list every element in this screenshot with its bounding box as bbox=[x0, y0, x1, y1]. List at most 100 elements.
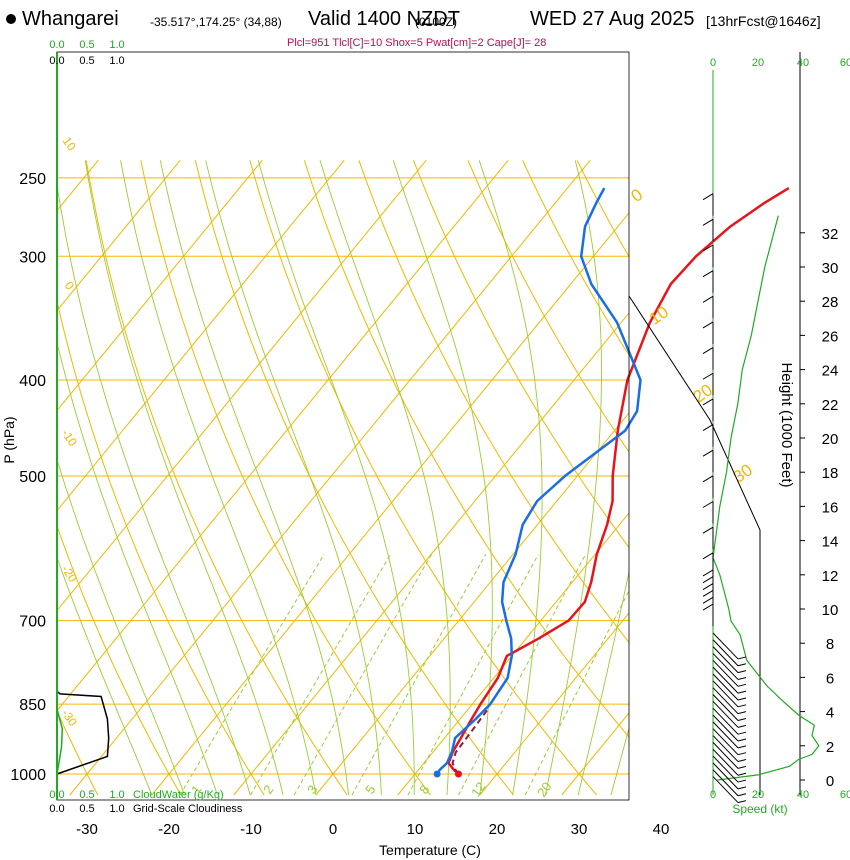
mixing-ratio-line bbox=[458, 554, 587, 796]
height-tick-label: 14 bbox=[822, 534, 839, 551]
moist-adiabat-label: 0 bbox=[62, 279, 77, 293]
wind-speed-tick-bottom: 20 bbox=[752, 789, 764, 801]
moist-adiabat-label: 10 bbox=[60, 134, 79, 153]
panel-boundary-line bbox=[628, 295, 761, 795]
pressure-tick-label: 1000 bbox=[10, 767, 46, 784]
wind-barb bbox=[712, 694, 739, 721]
mixing-ratio-label: 5 bbox=[362, 782, 378, 797]
moist-adiabat-line bbox=[577, 569, 629, 796]
height-tick-label: 26 bbox=[822, 328, 839, 345]
wind-barb-flag bbox=[702, 589, 714, 597]
wind-barb-flag bbox=[702, 270, 714, 278]
x-tick-label: 0 bbox=[329, 821, 337, 838]
height-tick-label: 28 bbox=[822, 294, 839, 311]
station-coordinates: -35.517°,174.25° (34,88) bbox=[150, 15, 282, 29]
pressure-tick-label: 500 bbox=[19, 469, 46, 486]
isotherm-line bbox=[69, 159, 591, 796]
isotherm-line bbox=[233, 312, 629, 796]
cloudiness-tick-bottom: 1.0 bbox=[109, 803, 124, 815]
surface-dewpoint-point bbox=[433, 770, 441, 778]
surface-temperature-point bbox=[454, 770, 462, 778]
wind-speed-label: Speed (kt) bbox=[732, 802, 787, 816]
wind-barb bbox=[712, 714, 739, 742]
wind-barb-flag bbox=[702, 424, 714, 431]
moist-adiabat-line bbox=[610, 726, 629, 796]
temperature-profile bbox=[447, 187, 790, 775]
x-axis-label: Temperature (C) bbox=[379, 842, 481, 858]
cloud-water-tick-bottom: 0.0 bbox=[49, 789, 64, 801]
wind-barb-flag bbox=[702, 372, 714, 380]
wind-barb-flag bbox=[737, 683, 747, 687]
mixing-ratio-label: 2 bbox=[260, 782, 276, 797]
moist-adiabat-line bbox=[478, 160, 543, 796]
wind-barb bbox=[712, 639, 739, 667]
pressure-tick-label: 250 bbox=[19, 171, 46, 188]
forecast-run: [13hrFcst@1646z] bbox=[706, 13, 821, 29]
pressure-tick-label: 300 bbox=[19, 249, 46, 266]
wind-barb-flag bbox=[702, 244, 714, 252]
dry-adiabat-line bbox=[576, 160, 629, 258]
cloud-water-tick-top: 1.0 bbox=[109, 39, 124, 51]
dry-adiabat-line bbox=[57, 709, 99, 796]
wind-barb-flag bbox=[737, 670, 747, 674]
isotherm-line bbox=[315, 412, 629, 796]
wind-barb bbox=[712, 673, 739, 701]
mixing-ratio-label: 3 bbox=[304, 782, 320, 797]
dry-adiabat-line bbox=[522, 160, 629, 357]
background-lines bbox=[57, 159, 629, 796]
wind-barb-flag bbox=[737, 772, 747, 776]
valid-time: Valid 1400 NZDT bbox=[308, 8, 460, 30]
cloudiness-tick-top: 1.0 bbox=[109, 55, 124, 67]
wind-barb bbox=[712, 653, 739, 680]
isotherm-line bbox=[57, 159, 509, 712]
wind-barb-flag bbox=[737, 663, 747, 667]
wind-speed-tick-top: 0 bbox=[710, 57, 716, 69]
wind-barb-flag bbox=[737, 704, 747, 708]
height-tick-label: 16 bbox=[822, 499, 839, 516]
pressure-tick-label: 400 bbox=[19, 373, 46, 390]
moist-adiabat-line bbox=[120, 160, 317, 796]
mixing-ratio-line bbox=[293, 554, 433, 796]
plot-frame bbox=[56, 51, 630, 801]
moist-adiabat-line bbox=[392, 160, 493, 796]
isotherm-line bbox=[57, 159, 345, 512]
frame bbox=[56, 51, 630, 801]
cloudiness-tick-bottom: 0.5 bbox=[79, 803, 94, 815]
wind-barb bbox=[712, 700, 739, 728]
wind-barb-flag bbox=[702, 596, 714, 604]
cloudiness-tick-top: 0.0 bbox=[49, 55, 64, 67]
pressure-tick-label: 850 bbox=[19, 697, 46, 714]
wind-barb-flag bbox=[737, 656, 747, 660]
station-name: Whangarei bbox=[22, 8, 119, 30]
wind-barb-flag bbox=[702, 449, 714, 457]
wind-barb-flag bbox=[702, 218, 714, 226]
wind-barb-flag bbox=[737, 759, 747, 763]
x-tick-label: 30 bbox=[571, 821, 588, 838]
wind-barb-flag bbox=[737, 697, 747, 701]
parcel-profile bbox=[451, 708, 489, 775]
x-tick-label: -10 bbox=[240, 821, 262, 838]
wind-barb-flag bbox=[702, 193, 714, 201]
wind-barb-flag bbox=[702, 603, 714, 611]
wind-barb-flag bbox=[737, 765, 747, 769]
y-axis-label: P (hPa) bbox=[1, 416, 17, 463]
wind-barb-flag bbox=[737, 718, 747, 721]
height-tick-label: 2 bbox=[826, 739, 834, 756]
mixing-ratio-line bbox=[179, 554, 325, 796]
wind-speed-tick-bottom: 40 bbox=[797, 789, 809, 801]
wind-barb bbox=[712, 762, 739, 790]
wind-barb bbox=[712, 632, 739, 660]
wind-barb-flag bbox=[702, 295, 714, 303]
height-axis-label: Height (1000 Feet) bbox=[778, 362, 795, 487]
wind-speed-profile bbox=[712, 215, 820, 781]
cloud-water-tick-bottom: 1.0 bbox=[109, 789, 124, 801]
height-tick-label: 18 bbox=[822, 465, 839, 482]
wind-barb bbox=[712, 748, 739, 776]
dry-adiabat-line bbox=[358, 160, 629, 644]
moist-adiabat-line bbox=[159, 160, 350, 796]
wind-barb-flag bbox=[702, 475, 714, 483]
height-tick-label: 6 bbox=[826, 670, 834, 687]
moist-adiabat-line bbox=[57, 340, 218, 796]
